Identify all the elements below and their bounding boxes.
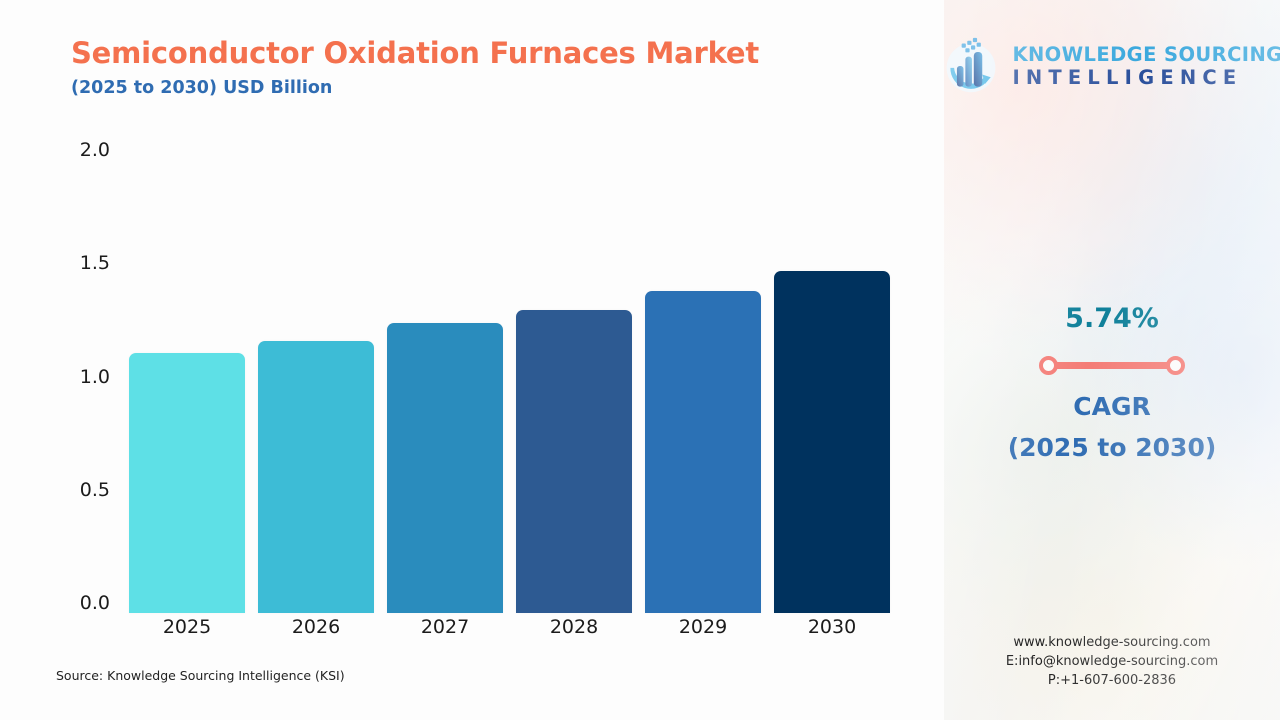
brand-logo: KNOWLEDGE SOURCING INTELLIGENCE xyxy=(944,30,1280,102)
bar-2027[interactable] xyxy=(387,323,503,613)
cagr-connector xyxy=(944,352,1280,378)
page-subtitle: (2025 to 2030) USD Billion xyxy=(71,78,333,98)
side-panel: KNOWLEDGE SOURCING INTELLIGENCE 5.74% CA… xyxy=(944,0,1280,720)
x-axis-labels: 2025 2026 2027 2028 2029 2030 xyxy=(129,616,904,638)
bar-slot xyxy=(258,160,374,613)
bar-slot xyxy=(645,160,761,613)
bar-2029[interactable] xyxy=(645,291,761,613)
x-axis-tick-2030: 2030 xyxy=(807,616,857,638)
x-axis-tick-2027: 2027 xyxy=(420,616,470,638)
contact-website[interactable]: www.knowledge-sourcing.com xyxy=(1013,635,1211,650)
brand-name-line2: INTELLIGENCE xyxy=(1012,66,1243,89)
contact-email[interactable]: E:info@knowledge-sourcing.com xyxy=(1005,653,1219,669)
bar-series xyxy=(129,160,904,613)
cagr-range: (2025 to 2030) xyxy=(1007,433,1217,462)
y-axis-tick: 1.0 xyxy=(79,365,110,388)
contact-block: www.knowledge-sourcing.com E:info@knowle… xyxy=(944,634,1280,691)
page-title: Semiconductor Oxidation Furnaces Market xyxy=(71,36,760,70)
brand-logo-text: KNOWLEDGE SOURCING INTELLIGENCE xyxy=(1012,42,1280,89)
cagr-label: CAGR xyxy=(1073,392,1151,421)
bar-2030[interactable] xyxy=(774,271,890,613)
x-axis-tick-2029: 2029 xyxy=(678,616,728,638)
chart-panel: Semiconductor Oxidation Furnaces Market … xyxy=(0,36,904,683)
bar-2026[interactable] xyxy=(258,341,374,613)
y-axis-tick: 0.0 xyxy=(79,592,110,614)
y-axis-tick: 1.5 xyxy=(79,252,110,275)
y-axis-tick: 2.0 xyxy=(79,139,110,161)
knowledge-sourcing-logo-mark-icon xyxy=(947,37,996,93)
bar-2028[interactable] xyxy=(516,309,632,613)
source-note: Source: Knowledge Sourcing Intelligence … xyxy=(56,668,345,683)
y-axis-labels: 0.0 0.5 1.0 1.5 2.0 xyxy=(0,139,129,620)
connector-end-dot-icon xyxy=(1166,355,1185,375)
contact-phone: P:+1-607-600-2836 xyxy=(1047,672,1177,688)
x-axis-tick-2026: 2026 xyxy=(291,616,341,638)
cagr-value: 5.74% xyxy=(1065,303,1159,334)
x-axis-tick-2025: 2025 xyxy=(162,616,212,638)
x-axis-tick-2028: 2028 xyxy=(549,616,599,638)
bar-slot xyxy=(516,160,632,613)
bar-2025[interactable] xyxy=(129,352,245,613)
bar-slot xyxy=(387,160,503,613)
bar-slot xyxy=(774,160,890,613)
brand-name-line1: KNOWLEDGE SOURCING xyxy=(1012,42,1280,66)
bar-slot xyxy=(129,160,245,613)
y-axis-tick: 0.5 xyxy=(79,478,110,501)
connector-line xyxy=(1056,361,1168,369)
